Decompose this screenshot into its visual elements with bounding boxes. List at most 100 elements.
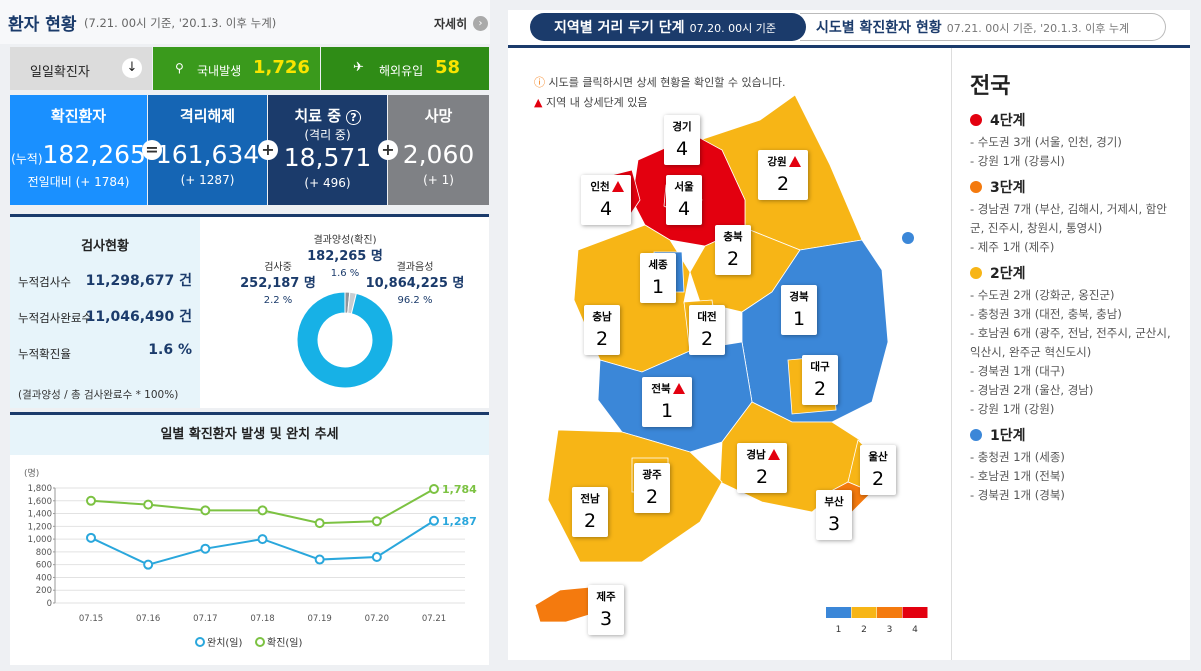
more-icon[interactable]: › — [473, 16, 488, 31]
tab-date: 07.20. 00시 기준 — [689, 22, 776, 35]
region-name: 경북 — [789, 290, 809, 303]
stat-title: 확진환자 — [50, 107, 107, 125]
x-tick-label: 07.18 — [250, 614, 274, 624]
region-name: 부산 — [824, 495, 844, 508]
donut-slice — [296, 291, 394, 389]
legend-label: 3 — [887, 625, 893, 635]
plus-sign: + — [258, 140, 278, 160]
tab-active[interactable]: 지역별 거리 두기 단계 07.20. 00시 기준 — [530, 13, 806, 41]
overseas-box: ✈ 해외유입 58 — [321, 47, 489, 90]
y-tick-label: 0 — [47, 599, 52, 609]
line-point — [314, 518, 325, 529]
legend-label: 1 — [836, 625, 842, 635]
legend-swatch — [826, 607, 851, 618]
region-name: 광주 — [642, 469, 662, 481]
region-level: 4 — [600, 198, 612, 220]
region-name: 대구 — [810, 360, 830, 373]
stat-delta: (+ 1) — [423, 173, 454, 187]
group-item: - 경북권 1개 (대구) — [970, 364, 1065, 378]
donut-category: 결과음성 — [397, 261, 434, 273]
y-axis-label: (명) — [24, 468, 39, 479]
label-box — [816, 490, 852, 540]
island — [902, 232, 914, 244]
donut-percent: 1.6 % — [331, 268, 360, 279]
legend-label: 확진(일) — [267, 637, 303, 649]
more-link[interactable]: 자세히 — [434, 17, 468, 31]
region-level: 4 — [676, 138, 688, 160]
line-point — [257, 505, 268, 516]
region-label: 광주 2 — [634, 463, 670, 513]
level-dot — [970, 267, 982, 279]
line-point — [429, 515, 439, 526]
group-item: - 경북권 1개 (경북) — [970, 488, 1065, 502]
tests-label: 누적검사수 — [18, 275, 71, 289]
line-point — [200, 543, 211, 554]
group: 3단계 - 경남권 7개 (부산, 김해시, 거제시, 함안군, 진주시, 창원시… — [970, 177, 1180, 257]
region-level: 3 — [600, 608, 612, 630]
region-name: 세종 — [648, 258, 668, 271]
region-name: 충북 — [723, 230, 743, 243]
group-item: - 강원 1개 (강릉시) — [970, 154, 1065, 168]
label-box — [802, 355, 838, 405]
group-item: - 호남권 6개 (광주, 전남, 전주시, 군산시, 익산시, 완주군 혁신도… — [970, 326, 1171, 359]
summary: 전국 4단계 - 수도권 3개 (서울, 인천, 경기) - 강원 1개 (강릉시)… — [970, 68, 1180, 505]
region-level: 2 — [584, 510, 596, 532]
region-level: 2 — [777, 173, 789, 195]
region-level: 2 — [646, 486, 658, 508]
region-name: 인천 — [590, 180, 609, 193]
region-label: 전남 2 — [572, 487, 608, 537]
stat-box: 치료 중 ? (격리 중) 18,571 (+ 496) — [268, 95, 387, 205]
domestic-box: ⚲ 국내발생 1,726 — [153, 47, 320, 90]
overseas-label: 해외유입 — [379, 64, 424, 78]
level-dot — [970, 114, 982, 126]
label-box — [860, 445, 896, 495]
stat-title: 격리해제 — [179, 107, 236, 125]
x-tick-label: 07.21 — [422, 614, 446, 624]
stat-sub: (격리 중) — [304, 128, 351, 142]
divider — [10, 412, 489, 415]
tests-title: 검사현황 — [81, 239, 129, 254]
legend-label: 2 — [861, 625, 867, 635]
header: 환자 현황 (7.21. 00시 기준, '20.1.3. 이후 누계) 자세히… — [0, 0, 490, 44]
tab[interactable]: 시도별 확진환자 현황 07.21. 00시 기준, '20.1.3. 이후 누… — [800, 13, 1166, 41]
y-tick-label: 1,200 — [28, 522, 52, 532]
line-point — [200, 505, 211, 516]
arrow-icon[interactable]: ↓ — [122, 58, 142, 78]
detail-icon — [612, 181, 624, 192]
stat-prefix: (누적) — [11, 152, 43, 166]
line-point — [143, 559, 154, 570]
tests-value: 11,046,490 건 — [85, 309, 192, 325]
region-name: 충남 — [592, 310, 612, 323]
line-point — [371, 552, 382, 562]
group: 2단계 - 수도권 2개 (강화군, 옹진군) - 충청권 3개 (대전, 충북, … — [970, 263, 1180, 419]
divider — [508, 45, 1190, 48]
region-label: 인천 4 — [581, 175, 631, 225]
donut-percent: 2.2 % — [264, 295, 293, 306]
tests-label: 누적검사완료수 — [18, 311, 93, 325]
tests-row: 누적검사완료수 11,046,490 건 — [10, 304, 200, 340]
donut-category: 검사중 — [264, 261, 292, 273]
label-box — [640, 253, 676, 303]
region-level: 2 — [596, 328, 608, 350]
legend-marker — [195, 637, 205, 647]
stat-box: 격리해제 161,634 (+ 1287) — [148, 95, 267, 205]
region-level: 2 — [872, 468, 884, 490]
label-box — [715, 225, 751, 275]
legend-marker — [255, 637, 265, 647]
group-name: 4단계 — [990, 113, 1026, 129]
stat-title: 사망 — [424, 107, 453, 125]
y-tick-label: 800 — [36, 548, 52, 558]
group-name: 2단계 — [990, 266, 1026, 282]
chart-title: 일별 확진환자 발생 및 완치 추세 — [10, 415, 489, 455]
group-name: 1단계 — [990, 428, 1026, 444]
label-box — [584, 305, 620, 355]
title: 환자 현황 — [8, 15, 77, 35]
legend-swatch — [851, 607, 877, 618]
region-level: 2 — [727, 248, 739, 270]
subtitle: (7.21. 00시 기준, '20.1.3. 이후 누계) — [84, 16, 277, 30]
tests-row: 누적확진율 1.6 % — [10, 340, 200, 376]
stat-delta: (+ 1287) — [180, 173, 235, 187]
help-icon[interactable]: ? — [346, 110, 361, 125]
label-box — [666, 175, 702, 225]
region-label: 경남 2 — [737, 443, 787, 493]
